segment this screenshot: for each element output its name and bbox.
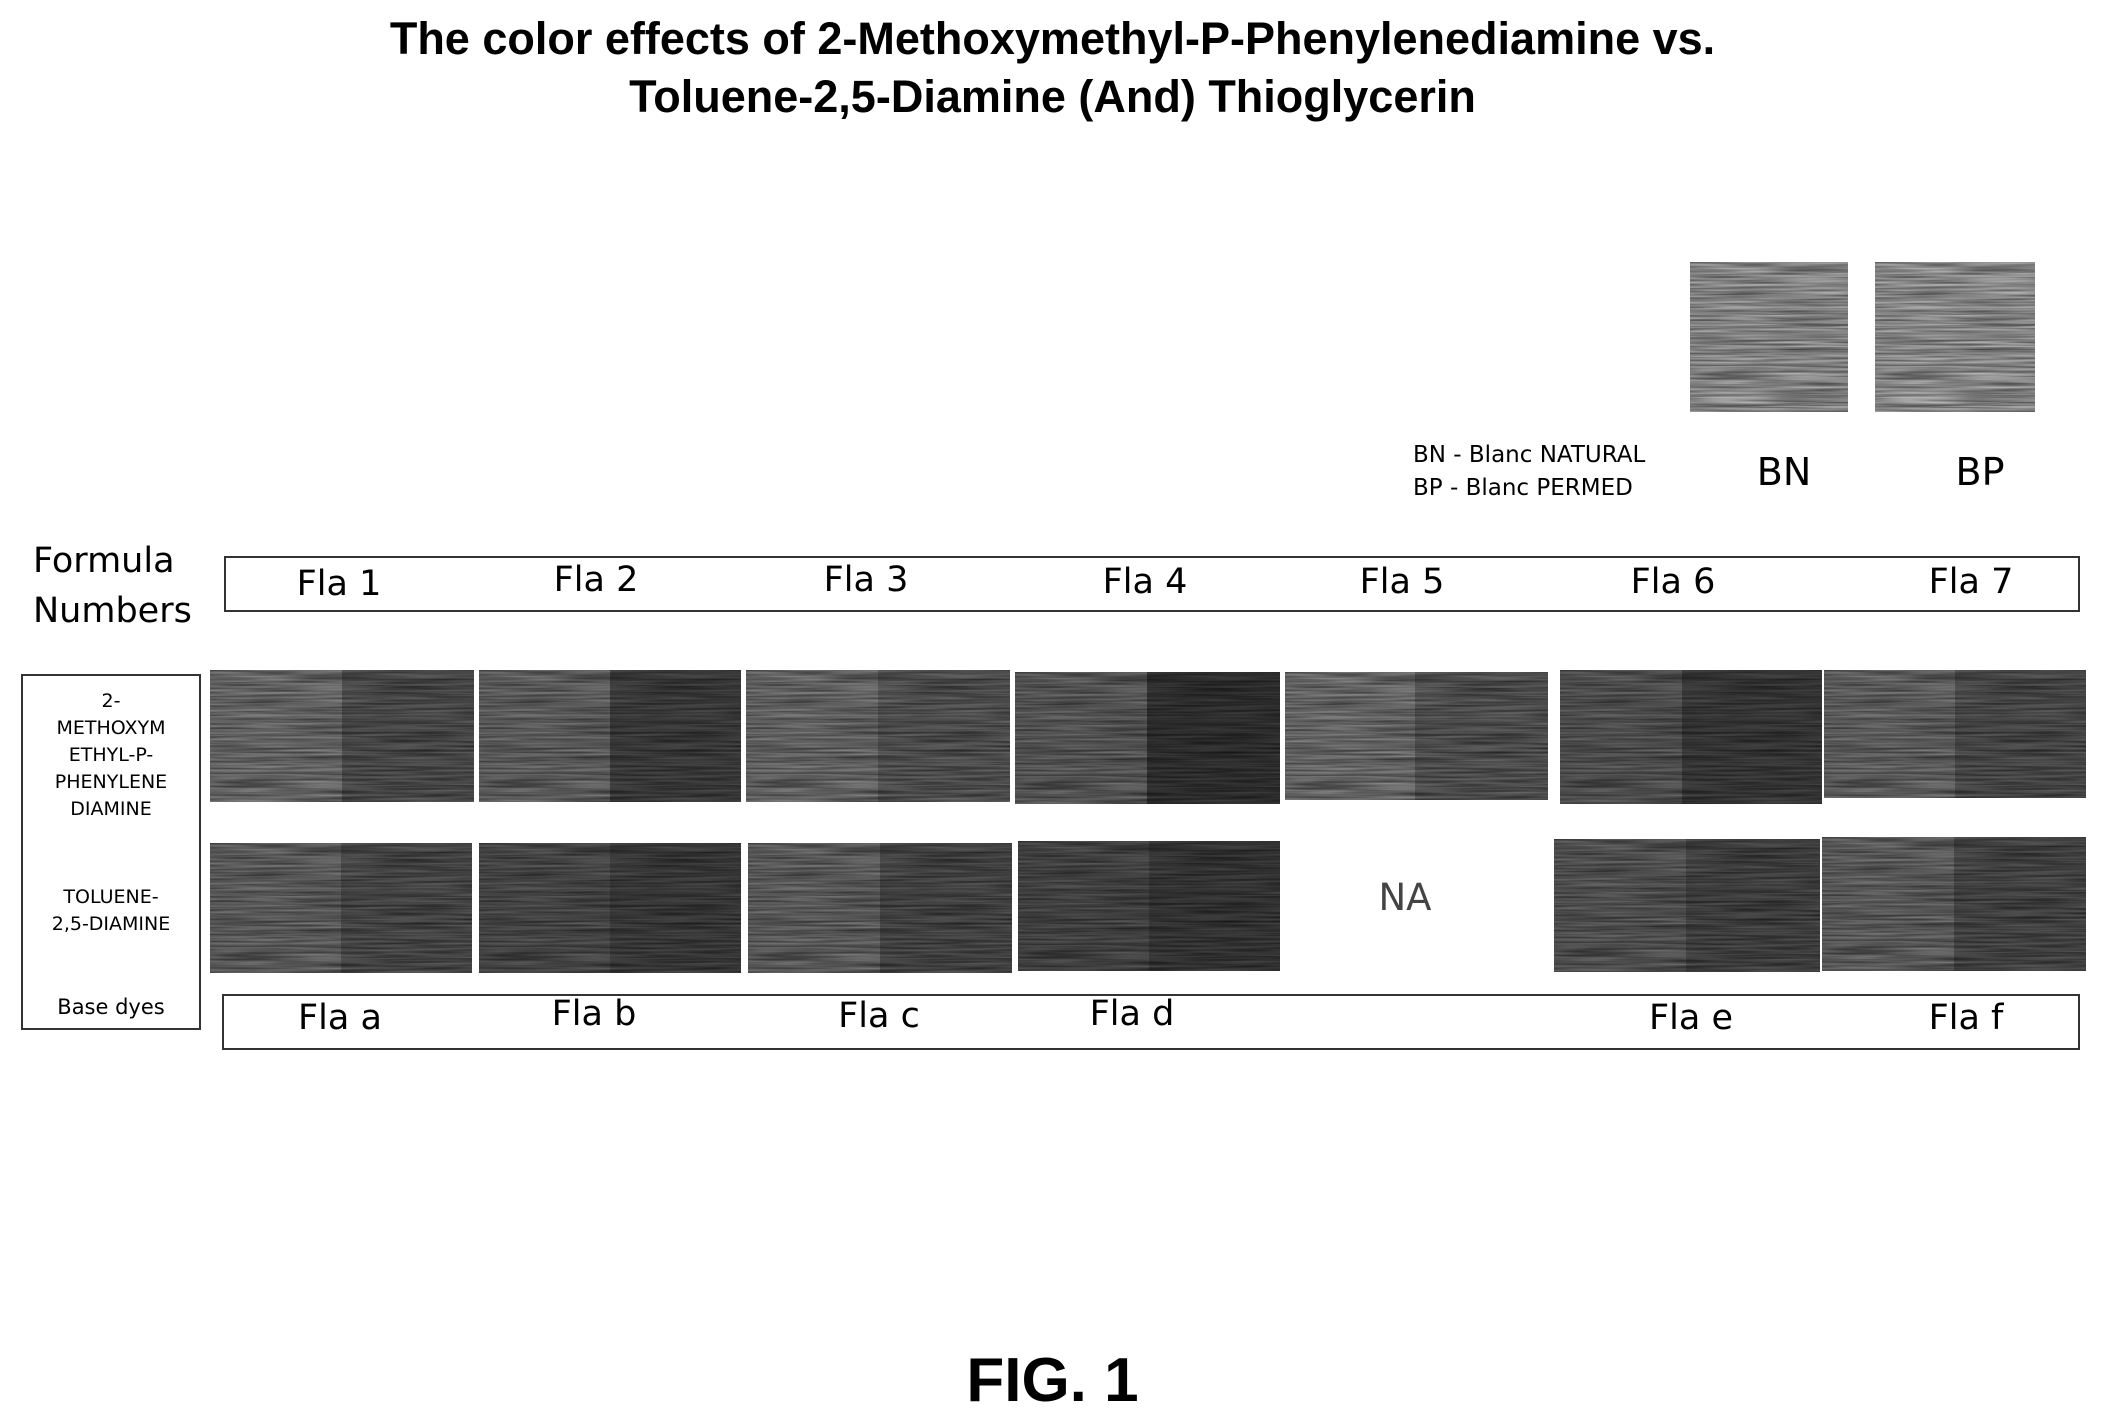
legend: BN - Blanc NATURAL BP - Blanc PERMED (1413, 439, 1645, 505)
base-dye-label-b: Fla b (551, 994, 637, 1034)
formula-label-3: Fla 3 (823, 560, 909, 600)
side-label-line: TOLUENE- (63, 886, 159, 908)
na-label: NA (1378, 876, 1432, 919)
swatch-row2-fla-f (1822, 837, 2086, 971)
formula-numbers-title-line-1: Formula (33, 541, 175, 581)
title-line-1: The color effects of 2-Methoxymethyl-P-P… (389, 13, 1716, 64)
figure-label: FIG. 1 (966, 1346, 1139, 1415)
figure-title: The color effects of 2-Methoxymethyl-P-P… (0, 10, 2105, 126)
side-label-line: METHOXYM (56, 717, 166, 739)
side-label-line: DIAMINE (70, 798, 152, 820)
swatch-row1-fla2 (479, 670, 741, 802)
swatch-row1-fla6 (1560, 670, 1822, 804)
formula-label-7: Fla 7 (1928, 562, 2014, 602)
swatch-row1-fla7 (1824, 670, 2086, 798)
side-label-methoxymethyl: 2- METHOXYM ETHYL-P- PHENYLENE DIAMINE (22, 688, 200, 823)
formula-label-1: Fla 1 (296, 564, 382, 604)
formula-label-4: Fla 4 (1102, 562, 1188, 602)
swatch-row2-fla-e (1554, 839, 1820, 972)
formula-numbers-box (224, 556, 2080, 612)
side-label-box (21, 674, 201, 1030)
formula-label-5: Fla 5 (1359, 562, 1445, 602)
base-dye-label-f: Fla f (1928, 998, 2004, 1038)
swatch-row2-fla-c (748, 843, 1012, 973)
side-label-line: 2- (101, 690, 121, 712)
swatch-row2-fla-b (479, 843, 741, 973)
swatch-row1-fla5 (1285, 672, 1548, 800)
bp-swatch (1875, 262, 2035, 412)
side-label-line: 2,5-DIAMINE (51, 913, 171, 935)
side-label-toluene: TOLUENE- 2,5-DIAMINE (22, 884, 200, 938)
legend-bp: BP - Blanc PERMED (1413, 475, 1633, 501)
bn-swatch (1690, 262, 1848, 412)
swatch-row1-fla1 (210, 670, 474, 802)
bp-label: BP (1955, 450, 2005, 494)
formula-numbers-title-line-2: Numbers (33, 591, 192, 631)
side-label-line: ETHYL-P- (68, 744, 154, 766)
base-dyes-box (222, 994, 2080, 1050)
side-label-base-dyes: Base dyes (57, 995, 165, 1019)
formula-label-6: Fla 6 (1630, 562, 1716, 602)
bn-label: BN (1756, 450, 1812, 494)
swatch-row2-fla-d (1018, 841, 1280, 971)
legend-bn: BN - Blanc NATURAL (1413, 442, 1646, 468)
swatch-row2-fla-a (210, 843, 472, 973)
base-dye-label-d: Fla d (1089, 994, 1175, 1034)
base-dye-label-e: Fla e (1649, 998, 1733, 1038)
formula-numbers-title: Formula Numbers (33, 536, 192, 636)
swatch-row1-fla3 (746, 670, 1010, 802)
base-dye-label-a: Fla a (298, 998, 382, 1038)
swatch-row1-fla4 (1015, 672, 1280, 804)
base-dye-label-c: Fla c (838, 996, 920, 1036)
side-label-line: PHENYLENE (54, 771, 168, 793)
title-line-2: Toluene-2,5-Diamine (And) Thioglycerin (629, 71, 1476, 122)
formula-label-2: Fla 2 (553, 560, 639, 600)
